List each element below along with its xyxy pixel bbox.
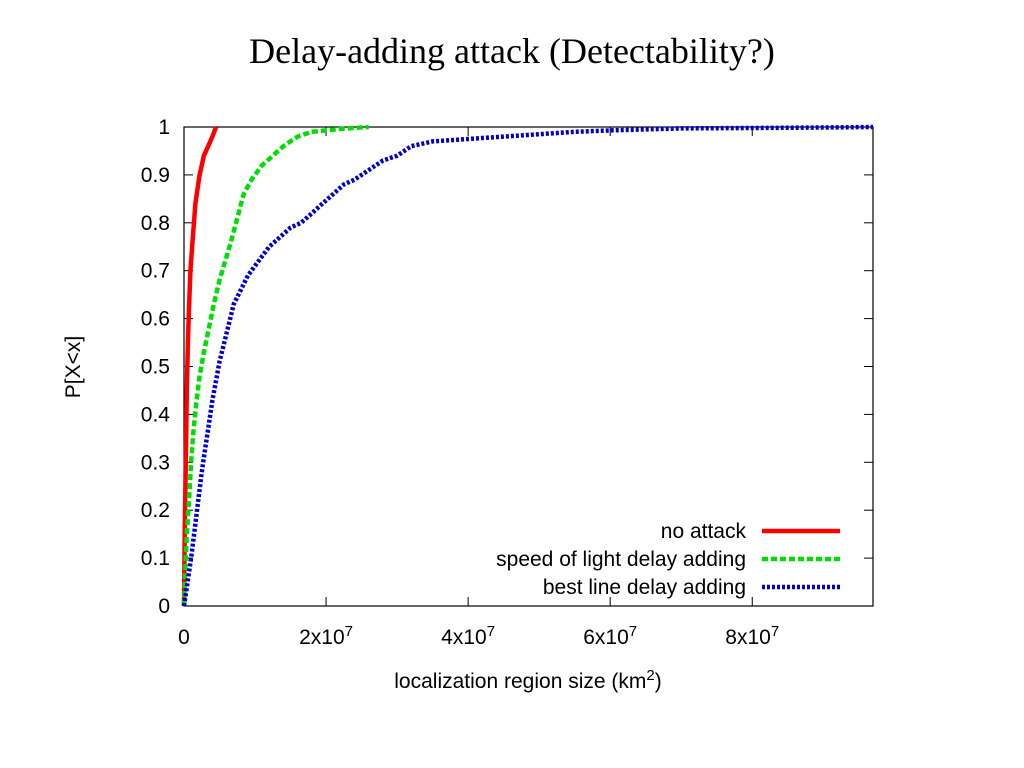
x-tick-label-exp: 7 bbox=[487, 623, 495, 640]
legend-label-2: speed of light delay adding bbox=[496, 548, 746, 571]
y-tick-label: 0.4 bbox=[141, 403, 171, 426]
y-tick-label: 0.7 bbox=[141, 260, 170, 283]
x-tick-label-exp: 7 bbox=[629, 623, 637, 640]
x-axis-label-sup: 2 bbox=[646, 667, 654, 684]
y-tick-label: 0.2 bbox=[141, 499, 170, 522]
x-tick-label-exp: 7 bbox=[771, 623, 779, 640]
x-tick-label: 8x107 bbox=[725, 623, 779, 650]
x-tick-label-base: 4x10 bbox=[441, 626, 487, 649]
x-tick-label: 6x107 bbox=[583, 623, 637, 650]
y-tick-label: 0 bbox=[158, 595, 170, 618]
x-tick-label-base: 0 bbox=[178, 626, 190, 649]
y-tick-label: 0.1 bbox=[141, 547, 170, 570]
x-axis-label: localization region size (km2) bbox=[394, 667, 661, 694]
y-tick-label: 0.5 bbox=[141, 356, 170, 379]
x-axis-label-tail: ) bbox=[655, 670, 662, 693]
legend-label-1: no attack bbox=[661, 520, 747, 543]
plot-frame bbox=[183, 126, 874, 607]
x-tick-label: 0 bbox=[178, 626, 190, 649]
x-tick-label-base: 6x10 bbox=[583, 626, 629, 649]
x-tick-label-base: 2x10 bbox=[299, 626, 345, 649]
series-lines bbox=[181, 124, 874, 607]
x-tick-label-exp: 7 bbox=[345, 623, 353, 640]
y-tick-label: 0.3 bbox=[141, 451, 170, 474]
series-line-1 bbox=[181, 126, 219, 607]
plot-border bbox=[183, 126, 874, 607]
series-line-2 bbox=[181, 124, 369, 607]
y-axis-label: P[X<x] bbox=[62, 336, 85, 398]
y-tick-label: 1 bbox=[158, 116, 170, 139]
x-tick-label: 4x107 bbox=[441, 623, 495, 650]
x-tick-label: 2x107 bbox=[299, 623, 353, 650]
x-axis: 0 2x107 4x107 6x107 8x107 bbox=[178, 127, 779, 649]
x-axis-label-main: localization region size (km bbox=[394, 670, 646, 693]
series-line-3 bbox=[181, 124, 874, 607]
slide-title: Delay-adding attack (Detectability?) bbox=[249, 31, 775, 71]
x-tick-label-base: 8x10 bbox=[725, 626, 771, 649]
legend: no attack speed of light delay adding best… bbox=[496, 520, 840, 599]
y-axis: 0 0.1 0.2 0.3 0.4 0.5 0.6 0.7 0.8 0.9 1 bbox=[141, 116, 873, 618]
y-tick-label: 0.9 bbox=[141, 164, 170, 187]
legend-label-3: best line delay adding bbox=[543, 576, 746, 599]
y-tick-label: 0.8 bbox=[141, 212, 170, 235]
y-tick-label: 0.6 bbox=[141, 308, 170, 331]
